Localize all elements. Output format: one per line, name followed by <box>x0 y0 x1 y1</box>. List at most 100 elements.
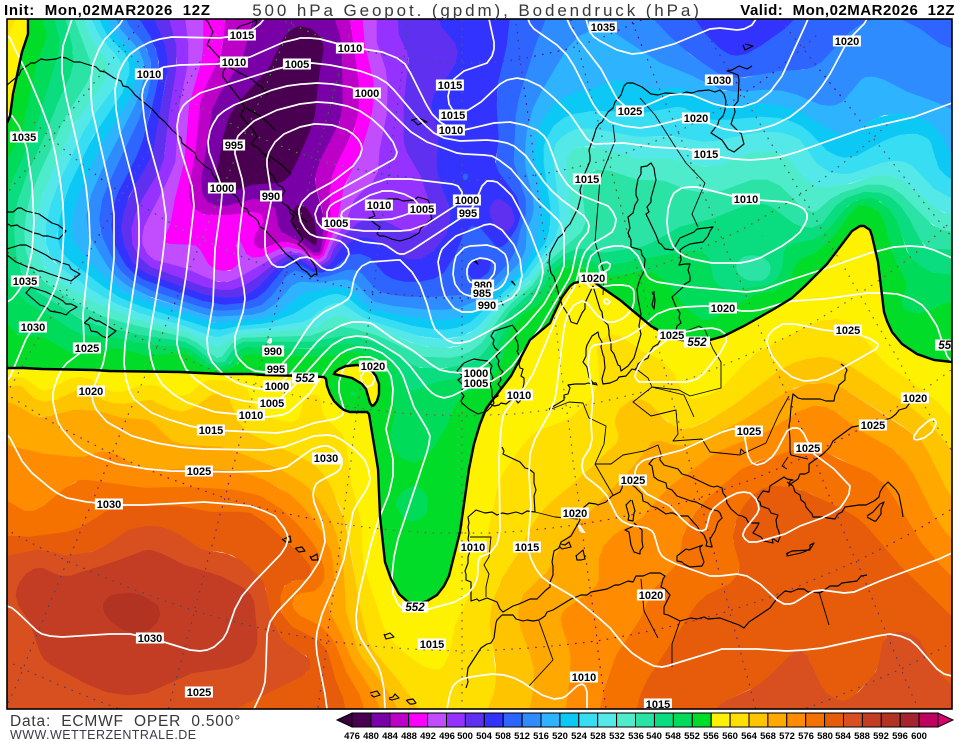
svg-text:496: 496 <box>439 731 455 741</box>
svg-text:1000: 1000 <box>355 88 379 100</box>
svg-text:596: 596 <box>892 731 908 741</box>
svg-text:584: 584 <box>835 731 852 741</box>
svg-text:488: 488 <box>401 731 417 741</box>
svg-text:1010: 1010 <box>367 200 391 212</box>
svg-text:1005: 1005 <box>464 378 488 390</box>
svg-text:1015: 1015 <box>646 699 670 711</box>
svg-text:516: 516 <box>533 731 549 741</box>
svg-text:1025: 1025 <box>187 687 211 699</box>
svg-text:560: 560 <box>722 731 738 741</box>
svg-text:512: 512 <box>514 731 530 741</box>
svg-text:1020: 1020 <box>361 361 385 373</box>
svg-text:1025: 1025 <box>836 325 860 337</box>
svg-text:1025: 1025 <box>796 443 820 455</box>
svg-text:1015: 1015 <box>420 639 444 651</box>
svg-text:1010: 1010 <box>439 125 463 137</box>
svg-text:552: 552 <box>938 340 958 352</box>
svg-text:1000: 1000 <box>455 195 479 207</box>
svg-text:548: 548 <box>665 731 681 741</box>
svg-text:1030: 1030 <box>314 453 338 465</box>
svg-text:1030: 1030 <box>97 499 121 511</box>
svg-text:572: 572 <box>779 731 795 741</box>
svg-text:Valid: Mon,02MAR2026 12Z: Valid: Mon,02MAR2026 12Z <box>740 2 955 19</box>
svg-text:1025: 1025 <box>660 330 684 342</box>
svg-text:1015: 1015 <box>230 30 254 42</box>
svg-text:1005: 1005 <box>260 398 284 410</box>
svg-text:1010: 1010 <box>461 542 485 554</box>
svg-text:1015: 1015 <box>438 80 462 92</box>
svg-text:Data: ECMWF OPER 0.500°: Data: ECMWF OPER 0.500° <box>10 713 241 730</box>
svg-text:500 hPa Geopot. (gpdm), Bodend: 500 hPa Geopot. (gpdm), Bodendruck (hPa) <box>252 1 702 20</box>
svg-text:540: 540 <box>646 731 662 741</box>
svg-text:552: 552 <box>687 337 707 349</box>
svg-text:1010: 1010 <box>338 43 362 55</box>
svg-text:1000: 1000 <box>210 183 234 195</box>
svg-text:580: 580 <box>817 731 833 741</box>
svg-text:1015: 1015 <box>199 425 223 437</box>
svg-text:1020: 1020 <box>835 36 859 48</box>
svg-text:1025: 1025 <box>861 420 885 432</box>
svg-text:592: 592 <box>873 731 889 741</box>
svg-text:1010: 1010 <box>239 410 263 422</box>
svg-text:476: 476 <box>344 731 360 741</box>
svg-text:1005: 1005 <box>324 218 348 230</box>
svg-text:1020: 1020 <box>903 393 927 405</box>
svg-text:1035: 1035 <box>591 22 615 34</box>
svg-text:576: 576 <box>798 731 814 741</box>
svg-text:1010: 1010 <box>222 57 246 69</box>
svg-text:1025: 1025 <box>187 466 211 478</box>
svg-text:600: 600 <box>911 731 927 741</box>
svg-text:990: 990 <box>264 346 282 358</box>
svg-text:1005: 1005 <box>285 59 309 71</box>
svg-text:995: 995 <box>267 364 285 376</box>
svg-text:556: 556 <box>703 731 719 741</box>
svg-text:1030: 1030 <box>707 75 731 87</box>
svg-text:1015: 1015 <box>441 110 465 122</box>
svg-text:990: 990 <box>478 300 496 312</box>
svg-text:552: 552 <box>295 373 315 385</box>
svg-text:1020: 1020 <box>639 590 663 602</box>
svg-text:Init: Mon,02MAR2026 12Z: Init: Mon,02MAR2026 12Z <box>4 2 211 19</box>
svg-text:480: 480 <box>363 731 379 741</box>
svg-text:508: 508 <box>495 731 511 741</box>
svg-text:1025: 1025 <box>737 426 761 438</box>
svg-text:1000: 1000 <box>265 381 289 393</box>
svg-text:568: 568 <box>760 731 776 741</box>
svg-text:484: 484 <box>382 731 399 741</box>
svg-text:536: 536 <box>628 731 644 741</box>
svg-text:1010: 1010 <box>507 390 531 402</box>
svg-text:492: 492 <box>420 731 436 741</box>
svg-text:1015: 1015 <box>694 149 718 161</box>
svg-text:564: 564 <box>741 731 758 741</box>
svg-text:500: 500 <box>457 731 473 741</box>
svg-text:1010: 1010 <box>734 194 758 206</box>
svg-text:WWW.WETTERZENTRALE.DE: WWW.WETTERZENTRALE.DE <box>10 728 197 741</box>
svg-text:1030: 1030 <box>21 322 45 334</box>
svg-text:1025: 1025 <box>618 106 642 118</box>
svg-text:995: 995 <box>459 208 477 220</box>
svg-text:520: 520 <box>552 731 568 741</box>
svg-text:588: 588 <box>854 731 870 741</box>
svg-text:990: 990 <box>262 191 280 203</box>
svg-text:1020: 1020 <box>79 386 103 398</box>
svg-text:1030: 1030 <box>138 633 162 645</box>
svg-text:1015: 1015 <box>515 542 539 554</box>
svg-text:1020: 1020 <box>684 113 708 125</box>
svg-text:985: 985 <box>473 288 491 300</box>
svg-text:1025: 1025 <box>75 343 99 355</box>
svg-text:504: 504 <box>476 731 493 741</box>
svg-text:1015: 1015 <box>575 174 599 186</box>
svg-text:552: 552 <box>684 731 700 741</box>
svg-text:1020: 1020 <box>711 303 735 315</box>
svg-text:524: 524 <box>571 731 588 741</box>
svg-text:1020: 1020 <box>581 273 605 285</box>
svg-text:1020: 1020 <box>563 508 587 520</box>
svg-text:528: 528 <box>590 731 606 741</box>
svg-text:532: 532 <box>609 731 625 741</box>
svg-text:995: 995 <box>225 140 243 152</box>
svg-text:1025: 1025 <box>621 475 645 487</box>
svg-text:1010: 1010 <box>572 672 596 684</box>
svg-text:1005: 1005 <box>410 204 434 216</box>
svg-text:1035: 1035 <box>13 276 37 288</box>
svg-text:552: 552 <box>405 602 425 614</box>
